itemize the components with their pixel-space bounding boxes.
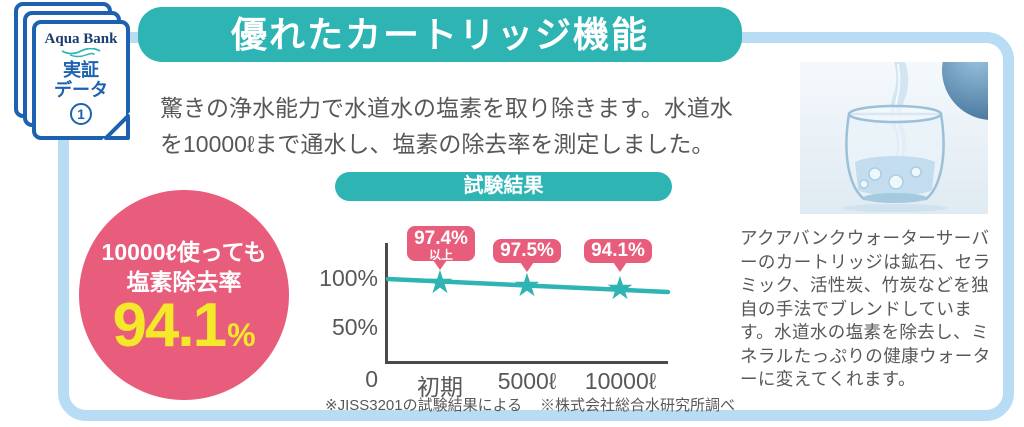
- bubble-tail-icon: [520, 262, 534, 272]
- y-tick-0: 0: [365, 366, 378, 392]
- badge-number-circle: 1: [70, 103, 92, 125]
- bubble-value-initial: 97.4%: [414, 228, 468, 249]
- glass-rim: [847, 104, 943, 124]
- dogear-fold-icon: [101, 111, 131, 141]
- chart-y-axis: [385, 243, 388, 364]
- highlight-line2: 塩素除去率: [126, 269, 242, 295]
- highlight-value-row: 94.1 %: [112, 295, 255, 357]
- data-point-star-10000: ★: [605, 270, 635, 306]
- water-glass-photo: [800, 62, 988, 214]
- highlight-value: 94.1: [112, 291, 227, 360]
- footnote-research-institute: ※株式会社総合水研究所調べ: [540, 397, 736, 414]
- water-ripple-icon: [61, 48, 101, 58]
- data-point-star-initial: ★: [425, 264, 455, 300]
- highlight-unit: %: [227, 317, 256, 353]
- y-tick-100: 100%: [319, 265, 378, 291]
- x-label-10000: 10000ℓ: [584, 368, 657, 394]
- badge-label-line1: 実証: [63, 60, 99, 80]
- cartridge-description: アクアバンクウォーターサーバーのカートリッジは鉱石、セラミック、活性炭、竹炭など…: [740, 228, 991, 389]
- stacked-page-front: Aqua Bank 実証 データ 1: [32, 20, 131, 141]
- chart-x-axis: [385, 361, 668, 364]
- bubble-tail-icon: [613, 262, 627, 272]
- badge-label: 実証 データ: [54, 60, 108, 100]
- aquabank-logo: Aqua Bank: [44, 31, 118, 47]
- proof-data-badge: Aqua Bank 実証 データ 1: [14, 2, 140, 144]
- value-bubble-initial: 97.4% 以上: [407, 226, 475, 261]
- data-point-star-5000: ★: [512, 267, 542, 303]
- results-pill: 試験結果: [335, 172, 672, 201]
- intro-paragraph: 驚きの浄水能力で水道水の塩素を取り除きます。水道水 を10000ℓまで通水し、塩…: [160, 90, 760, 162]
- value-bubble-10000: 94.1%: [584, 239, 652, 263]
- x-label-5000: 5000ℓ: [497, 368, 557, 394]
- badge-label-line2: データ: [54, 80, 108, 100]
- value-bubble-5000: 97.5%: [493, 239, 561, 263]
- intro-line-1: 驚きの浄水能力で水道水の塩素を取り除きます。水道水: [160, 95, 733, 121]
- bubble-value-10000: 94.1%: [591, 240, 645, 261]
- page-title: 優れたカートリッジ機能: [138, 7, 742, 62]
- highlight-line1: 10000ℓ使っても: [101, 239, 267, 265]
- bubble-value-5000: 97.5%: [500, 240, 554, 261]
- pouring-bottle: [942, 62, 988, 120]
- bubble-tail-icon: [433, 260, 447, 270]
- chlorine-removal-line: [385, 276, 671, 295]
- intro-line-2: を10000ℓまで通水し、塩素の除去率を測定しました。: [160, 131, 715, 157]
- bubble-suffix-initial: 以上: [428, 248, 453, 262]
- y-tick-50: 50%: [331, 314, 378, 340]
- footnote-test-standard: ※JISS3201の試験結果による: [325, 397, 523, 414]
- removal-rate-highlight: 10000ℓ使っても 塩素除去率 94.1 %: [79, 190, 289, 400]
- x-label-initial: 初期: [417, 374, 463, 400]
